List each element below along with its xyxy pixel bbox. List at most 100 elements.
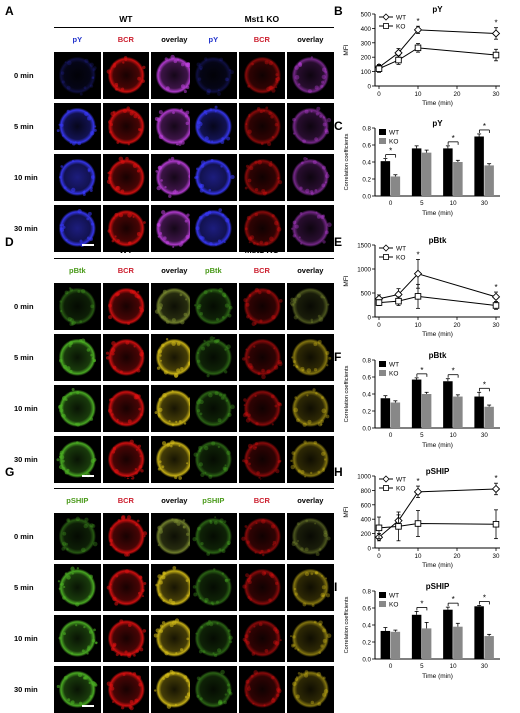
legend-label: KO [389, 139, 398, 146]
micrograph [102, 564, 150, 611]
bar [411, 614, 422, 659]
micrograph [238, 385, 286, 432]
series-line [378, 273, 497, 300]
legend-label: KO [396, 486, 405, 493]
x-tick-label: 30 [493, 553, 500, 560]
micrograph [151, 385, 198, 432]
bar [453, 396, 463, 428]
panel-label-d: D [5, 235, 14, 249]
x-tick-label: 0 [377, 553, 381, 560]
data-point [413, 25, 423, 34]
x-tick-label: 10 [450, 200, 457, 207]
row-label: 30 min [14, 685, 38, 694]
micrograph [238, 103, 286, 150]
legend-label: WT [396, 15, 406, 22]
micrograph [287, 205, 334, 252]
significance-star: * [494, 283, 497, 292]
legend-marker [382, 475, 390, 483]
panel-label-c: C [334, 119, 343, 133]
scale-bar [82, 475, 94, 477]
micrograph [238, 666, 286, 713]
bar [411, 379, 422, 428]
legend-swatch [379, 138, 386, 144]
micrograph [151, 334, 198, 381]
y-tick-label: 500 [361, 12, 372, 19]
group-underline [54, 258, 198, 259]
column-header: overlay [161, 266, 188, 275]
y-tick-label: 1000 [357, 474, 371, 481]
chart-title: pSHIP [426, 467, 450, 476]
micrograph [102, 103, 150, 150]
significance-star: * [452, 595, 455, 604]
micrograph [287, 564, 334, 611]
y-axis-label: Correlation coefficients [344, 133, 350, 190]
chart-h: pSHIP 0 200 400 600 800 1000 MFI Time (min) 0 10 20… [343, 467, 501, 569]
x-axis-label: Time (min) [422, 442, 453, 449]
y-tick-label: 0.6 [362, 143, 371, 150]
column-header: BCR [117, 266, 134, 275]
data-point [491, 29, 501, 38]
chart-title: pSHIP [426, 582, 450, 591]
micrograph [287, 52, 334, 99]
y-tick-label: 400 [361, 26, 372, 33]
chart-i: pSHIP 0.0 0.2 0.4 0.6 0.8 Correlation coeffici… [344, 582, 500, 680]
column-header: BCR [253, 35, 270, 44]
bar [453, 626, 463, 659]
group-title: Mst1 KO [244, 245, 280, 255]
bar [453, 162, 463, 196]
micrograph [190, 615, 237, 662]
y-tick-label: 0 [368, 315, 372, 322]
micrograph [54, 564, 101, 611]
y-tick-label: 0.6 [362, 375, 371, 382]
micrograph [287, 666, 334, 713]
significance-star: * [389, 147, 392, 156]
row-label: 30 min [14, 224, 38, 233]
micrograph [287, 334, 334, 381]
significance-star: * [494, 19, 497, 28]
bar [380, 161, 391, 196]
series-line [378, 523, 497, 529]
column-header: pY [72, 35, 83, 44]
x-tick-label: 10 [415, 322, 422, 329]
bar [390, 631, 401, 659]
group-title: Mst1 KO [244, 475, 280, 485]
chart-title: pBtk [429, 351, 447, 360]
x-tick-label: 0 [389, 200, 393, 207]
micrograph [238, 564, 286, 611]
group-title: WT [119, 245, 133, 255]
bar [390, 402, 401, 428]
panel-label-g: G [5, 465, 15, 479]
x-tick-label: 30 [493, 322, 500, 329]
data-point [375, 299, 383, 306]
x-tick-label: 10 [450, 432, 457, 439]
x-tick-label: 30 [481, 663, 488, 670]
micrograph [238, 52, 286, 99]
row-label: 0 min [14, 302, 34, 311]
significance-star: * [494, 474, 497, 483]
column-header: BCR [253, 266, 270, 275]
column-header: overlay [161, 496, 188, 505]
micrograph [102, 666, 150, 713]
row-label: 0 min [14, 532, 34, 541]
micrograph [102, 334, 150, 381]
micrograph [102, 154, 150, 201]
y-tick-label: 1500 [357, 243, 371, 250]
legend-swatch [379, 129, 386, 135]
chart-title: pBtk [429, 236, 447, 245]
micrograph [190, 283, 237, 330]
bar [421, 628, 432, 659]
micrograph [238, 205, 286, 252]
y-axis-label: Correlation coefficients [344, 596, 350, 653]
chart-title: pY [432, 5, 443, 14]
x-axis-label: Time (min) [422, 210, 453, 217]
y-tick-label: 0.8 [362, 589, 371, 596]
micrograph [287, 615, 334, 662]
x-tick-label: 0 [389, 663, 393, 670]
significance-star: * [452, 134, 455, 143]
row-label: 30 min [14, 455, 38, 464]
legend-label: WT [396, 246, 406, 253]
data-point [414, 293, 422, 300]
legend-label: KO [396, 24, 405, 31]
significance-star: * [483, 593, 486, 602]
micrograph [238, 513, 286, 560]
